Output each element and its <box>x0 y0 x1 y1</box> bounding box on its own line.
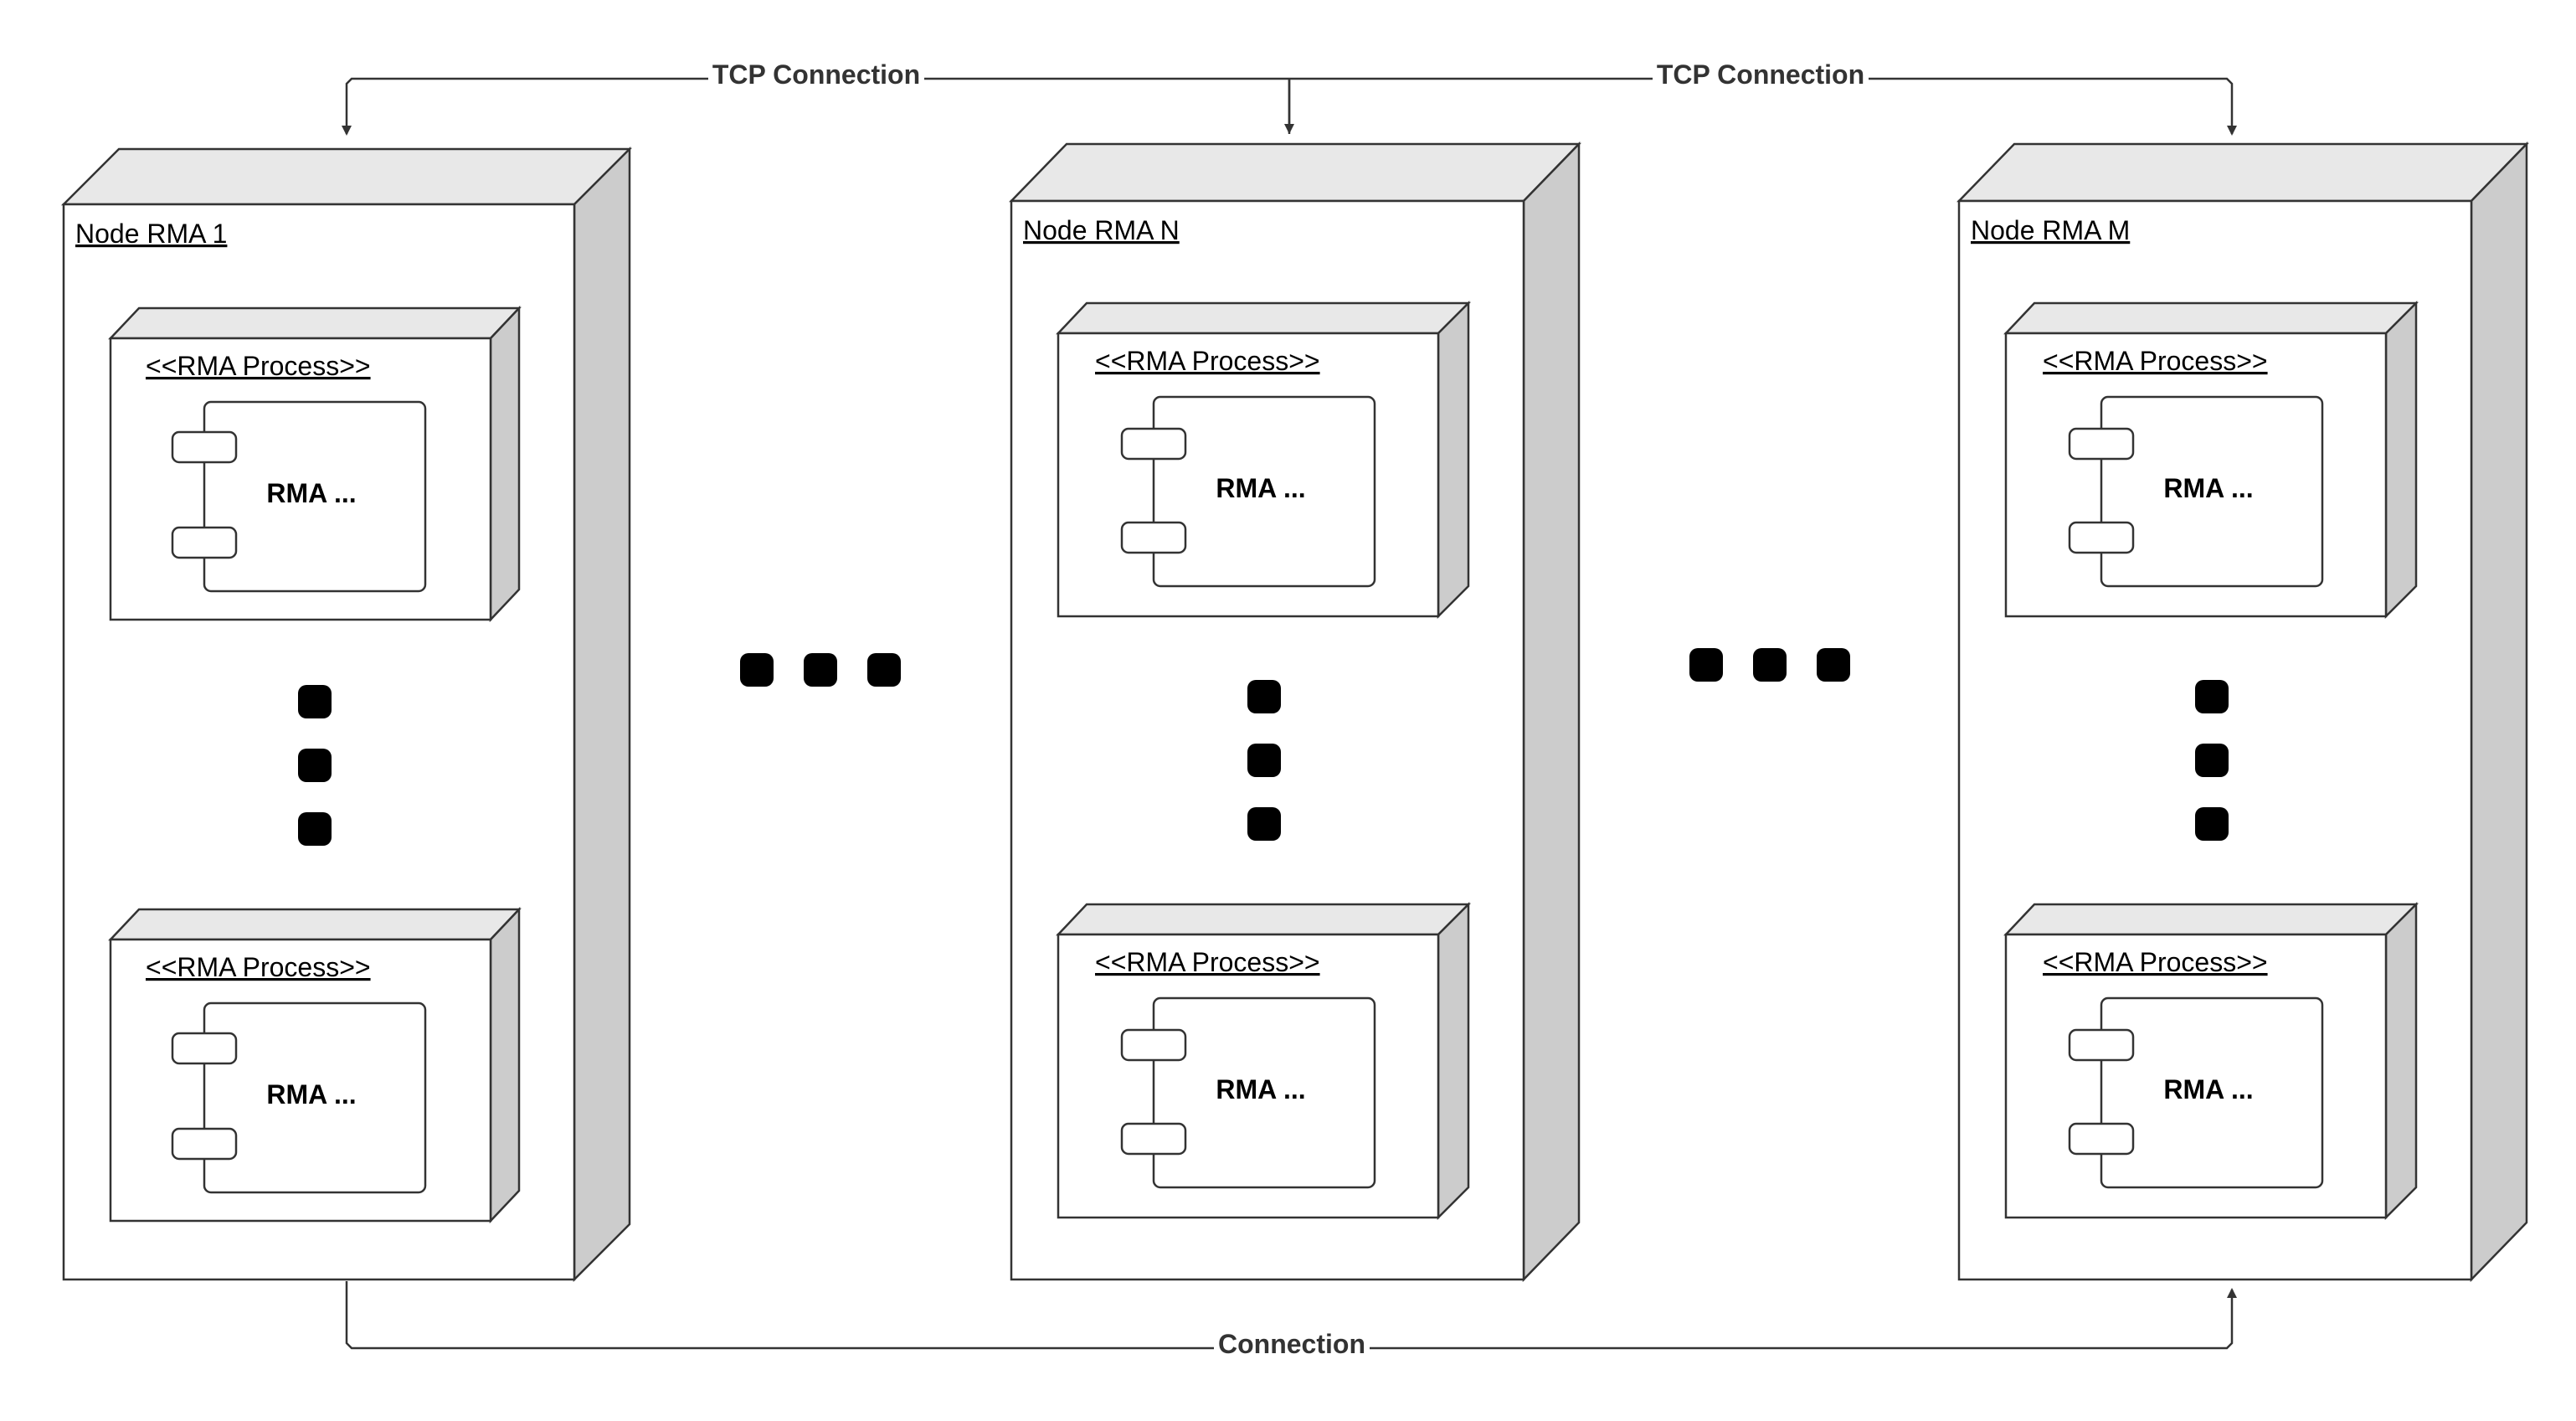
node-rma-1[interactable]: Node RMA 1 <<RMA Process>> RMA ... <<RMA… <box>60 146 633 1283</box>
node-title: Node RMA 1 <box>75 219 227 249</box>
component-port-icon <box>171 526 238 559</box>
process-stereotype: <<RMA Process>> <box>1095 947 1320 977</box>
component-port-icon <box>1120 521 1187 554</box>
component-port-icon <box>171 1127 238 1161</box>
process-top-face <box>2003 301 2419 335</box>
node-side-face <box>2470 141 2528 1283</box>
node-top-face <box>60 147 633 206</box>
process-top-face <box>1056 903 1472 936</box>
component-port-icon <box>171 430 238 464</box>
component-label: RMA ... <box>2163 1074 2253 1104</box>
horizontal-ellipsis <box>740 653 901 687</box>
component-port-icon <box>2068 1122 2135 1156</box>
component-label: RMA ... <box>1216 1074 1305 1104</box>
component-port-icon <box>2068 1028 2135 1062</box>
component-port-icon <box>2068 427 2135 461</box>
rma-component[interactable]: RMA ... <box>1120 395 1376 588</box>
process-stereotype: <<RMA Process>> <box>146 351 371 381</box>
component-port-icon <box>2068 521 2135 554</box>
process-top-face <box>108 908 522 941</box>
component-body <box>203 1001 427 1194</box>
horizontal-ellipsis <box>1689 648 1850 682</box>
component-label: RMA ... <box>1216 473 1305 503</box>
component-body <box>1152 996 1376 1189</box>
vertical-ellipsis <box>1247 680 1281 841</box>
rma-process-box[interactable]: <<RMA Process>> RMA ... <box>1056 300 1472 620</box>
tcp-connection-label-2: TCP Connection <box>1657 59 1864 90</box>
vertical-ellipsis <box>2195 680 2229 841</box>
process-stereotype: <<RMA Process>> <box>2043 947 2268 977</box>
process-side-face <box>1437 901 1470 1221</box>
process-top-face <box>2003 903 2419 936</box>
tcp-connection-label-1: TCP Connection <box>712 59 920 90</box>
component-label: RMA ... <box>266 1079 356 1110</box>
rma-component[interactable]: RMA ... <box>1120 996 1376 1189</box>
component-port-icon <box>1120 1028 1187 1062</box>
rma-component[interactable]: RMA ... <box>2068 996 2324 1189</box>
node-top-face <box>1956 142 2529 203</box>
rma-process-box[interactable]: <<RMA Process>> RMA ... <box>2003 901 2419 1221</box>
process-stereotype: <<RMA Process>> <box>1095 346 1320 376</box>
component-body <box>203 400 427 593</box>
rma-component[interactable]: RMA ... <box>171 1001 427 1194</box>
node-side-face <box>573 146 631 1283</box>
component-port-icon <box>171 1032 238 1065</box>
connectors: TCP Connection TCP Connection Connection <box>347 59 2237 1363</box>
rma-process-box[interactable]: <<RMA Process>> RMA ... <box>2003 300 2419 620</box>
node-side-face <box>1522 141 1581 1283</box>
rma-process-box[interactable]: <<RMA Process>> RMA ... <box>108 906 522 1224</box>
node-title: Node RMA N <box>1023 215 1180 245</box>
rma-component[interactable]: RMA ... <box>171 400 427 593</box>
rma-component[interactable]: RMA ... <box>2068 395 2324 588</box>
process-side-face <box>489 906 521 1224</box>
component-body <box>2100 395 2324 588</box>
rma-process-box[interactable]: <<RMA Process>> RMA ... <box>108 305 522 623</box>
component-label: RMA ... <box>266 478 356 508</box>
process-side-face <box>2384 901 2418 1221</box>
connection-label: Connection <box>1218 1329 1365 1359</box>
process-side-face <box>2384 300 2418 620</box>
process-stereotype: <<RMA Process>> <box>2043 346 2268 376</box>
vertical-ellipsis <box>298 685 332 846</box>
component-port-icon <box>1120 1122 1187 1156</box>
node-rma-n[interactable]: Node RMA N <<RMA Process>> RMA ... <<RMA… <box>1009 141 1581 1283</box>
rma-process-box[interactable]: <<RMA Process>> RMA ... <box>1056 901 1472 1221</box>
component-port-icon <box>1120 427 1187 461</box>
process-side-face <box>489 305 521 623</box>
process-top-face <box>108 306 522 340</box>
process-top-face <box>1056 301 1472 335</box>
node-rma-m[interactable]: Node RMA M <<RMA Process>> RMA ... <<RMA… <box>1956 141 2529 1283</box>
component-label: RMA ... <box>2163 473 2253 503</box>
node-title: Node RMA M <box>1971 215 2130 245</box>
process-side-face <box>1437 300 1470 620</box>
node-top-face <box>1009 142 1581 203</box>
component-body <box>1152 395 1376 588</box>
process-stereotype: <<RMA Process>> <box>146 952 371 982</box>
component-body <box>2100 996 2324 1189</box>
